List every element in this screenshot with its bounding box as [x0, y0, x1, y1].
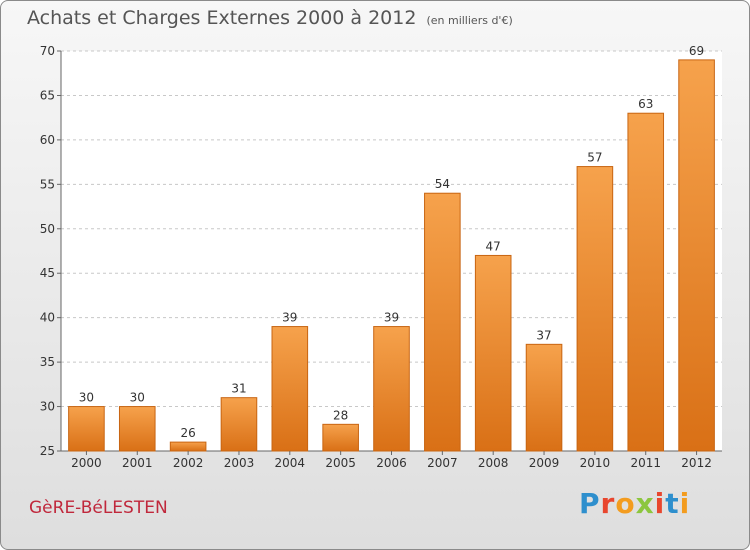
- bar-value-label: 57: [587, 151, 602, 165]
- proxiti-logo: Proxiti: [579, 487, 690, 520]
- bar: [576, 166, 614, 452]
- bar-value-label: 30: [79, 391, 94, 405]
- bar-value-label: 69: [689, 44, 704, 58]
- bar-value-label: 30: [130, 391, 145, 405]
- logo-letter: r: [600, 487, 616, 520]
- x-tick-label: 2006: [376, 456, 407, 470]
- x-tick-label: 2008: [478, 456, 509, 470]
- x-tick-label: 2000: [71, 456, 102, 470]
- bar: [169, 441, 207, 452]
- bar: [68, 406, 105, 452]
- y-tick-label: 60: [40, 133, 55, 147]
- commune-name: GèRE-BéLESTEN: [29, 498, 168, 518]
- bar: [322, 423, 359, 452]
- x-tick-label: 2001: [122, 456, 153, 470]
- chart-title: Achats et Charges Externes 2000 à 2012 (e…: [27, 7, 513, 29]
- logo-letter: P: [579, 487, 601, 520]
- chart-subtitle: (en milliers d'€): [426, 14, 513, 27]
- bar-value-label: 37: [536, 328, 551, 342]
- bar: [271, 326, 309, 452]
- bar: [525, 343, 563, 452]
- y-tick-label: 30: [40, 400, 55, 414]
- chart-title-text: Achats et Charges Externes 2000 à 2012: [27, 7, 417, 29]
- logo-letter: t: [665, 487, 680, 520]
- logo-letter: i: [654, 487, 666, 520]
- bar: [118, 406, 156, 452]
- x-tick-label: 2004: [275, 456, 306, 470]
- x-tick-label: 2002: [173, 456, 204, 470]
- bar-value-label: 31: [231, 382, 246, 396]
- logo-letter: o: [615, 487, 636, 520]
- y-tick-label: 55: [40, 177, 55, 191]
- bar-value-label: 39: [384, 311, 399, 325]
- bar-value-label: 63: [638, 97, 653, 111]
- bar: [424, 192, 461, 452]
- bar: [373, 326, 410, 452]
- bar-value-label: 39: [282, 311, 297, 325]
- bar-value-label: 26: [180, 426, 195, 440]
- bar: [627, 112, 665, 452]
- y-tick-label: 45: [40, 266, 55, 280]
- x-tick-label: 2011: [630, 456, 661, 470]
- bar: [220, 397, 258, 452]
- x-tick-label: 2009: [529, 456, 560, 470]
- bar-value-label: 28: [333, 408, 348, 422]
- bar: [678, 59, 715, 452]
- x-tick-label: 2007: [427, 456, 458, 470]
- x-tick-label: 2003: [224, 456, 255, 470]
- y-tick-label: 65: [40, 88, 55, 102]
- y-tick-label: 50: [40, 222, 55, 236]
- logo-letter: x: [635, 487, 655, 520]
- x-tick-label: 2010: [580, 456, 611, 470]
- y-tick-label: 25: [40, 444, 55, 458]
- y-tick-label: 70: [40, 44, 55, 58]
- bar: [474, 254, 512, 452]
- logo-letter: i: [679, 487, 691, 520]
- bar-value-label: 54: [435, 177, 450, 191]
- y-tick-label: 35: [40, 355, 55, 369]
- bar-value-label: 47: [486, 239, 501, 253]
- y-tick-label: 40: [40, 311, 55, 325]
- x-tick-label: 2012: [681, 456, 712, 470]
- x-tick-label: 2005: [325, 456, 356, 470]
